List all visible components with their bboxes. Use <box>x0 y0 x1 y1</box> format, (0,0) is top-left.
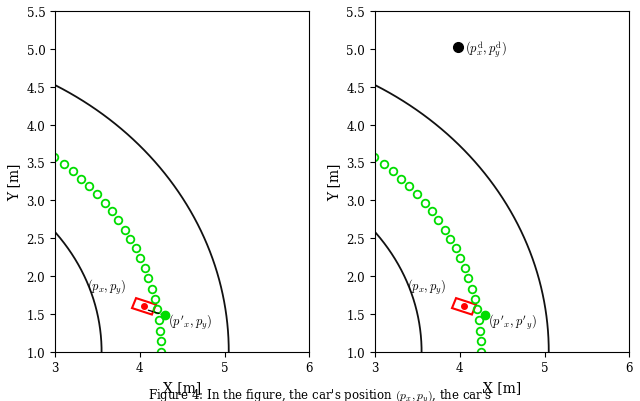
Text: $(p'_x, p_y)$: $(p'_x, p_y)$ <box>168 313 212 332</box>
X-axis label: X [m]: X [m] <box>163 380 201 394</box>
Y-axis label: Y [m]: Y [m] <box>327 163 341 200</box>
Bar <box>132 298 156 315</box>
Text: $(p_x, p_y)$: $(p_x, p_y)$ <box>87 277 127 296</box>
Text: $(p_x, p_y)$: $(p_x, p_y)$ <box>407 277 447 296</box>
Text: Figure 4: In the figure, the car's position $(p_x, p_y)$, the car's: Figure 4: In the figure, the car's posit… <box>148 387 492 401</box>
Text: $(p_x^{\mathrm{d}}, p_y^{\mathrm{d}})$: $(p_x^{\mathrm{d}}, p_y^{\mathrm{d}})$ <box>465 39 507 60</box>
Text: $(p'_x, p'_y)$: $(p'_x, p'_y)$ <box>488 313 536 332</box>
Bar <box>452 298 476 315</box>
X-axis label: X [m]: X [m] <box>483 380 521 394</box>
Y-axis label: Y [m]: Y [m] <box>7 163 21 200</box>
